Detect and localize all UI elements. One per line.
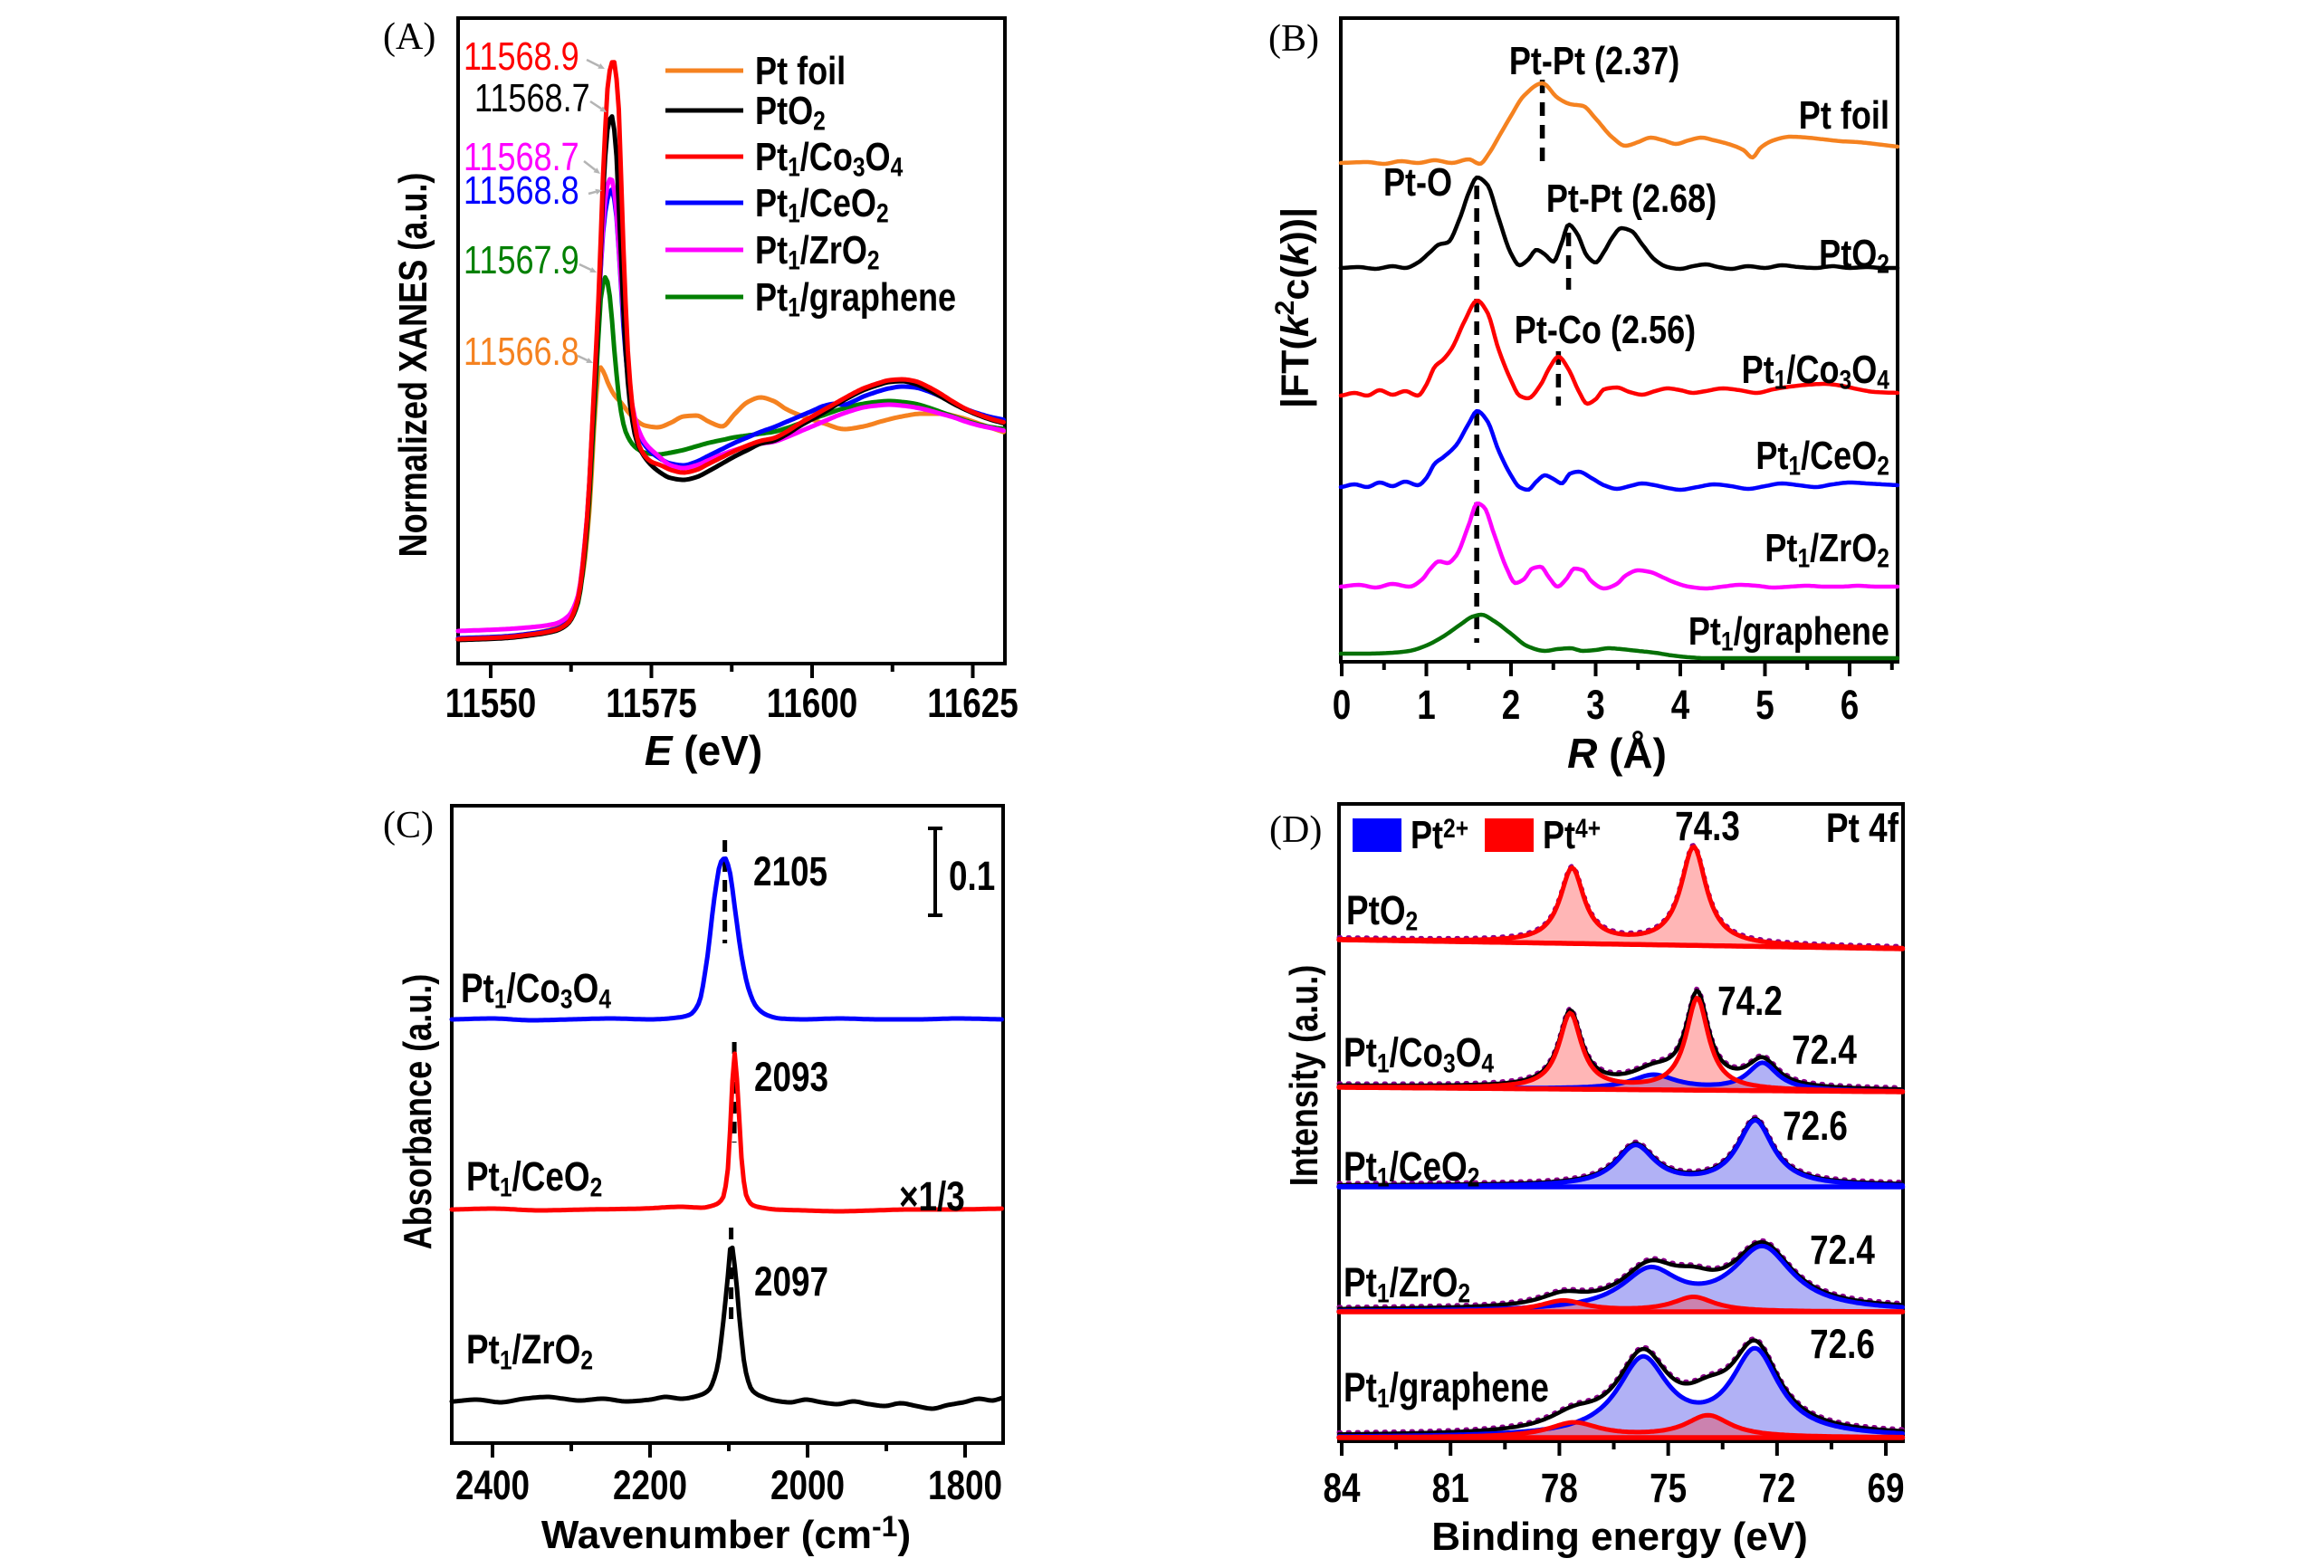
svg-text:3: 3 bbox=[1586, 683, 1605, 728]
svg-text:11550: 11550 bbox=[445, 681, 537, 726]
svg-text:84: 84 bbox=[1323, 1466, 1360, 1511]
svg-text:Pt-Pt (2.68): Pt-Pt (2.68) bbox=[1546, 177, 1717, 221]
svg-text:2000: 2000 bbox=[770, 1463, 845, 1508]
svg-text:11600: 11600 bbox=[767, 681, 858, 726]
svg-text:0.1: 0.1 bbox=[949, 854, 995, 899]
svg-text:Pt1/ZrO2: Pt1/ZrO2 bbox=[755, 228, 880, 275]
svg-text:74.2: 74.2 bbox=[1717, 979, 1783, 1024]
svg-text:6: 6 bbox=[1841, 683, 1860, 728]
svg-text:78: 78 bbox=[1541, 1466, 1578, 1511]
svg-text:4: 4 bbox=[1671, 683, 1690, 728]
svg-text:72.6: 72.6 bbox=[1810, 1322, 1875, 1367]
svg-text:11568.7: 11568.7 bbox=[464, 135, 579, 179]
svg-text:Pt1/graphene: Pt1/graphene bbox=[1688, 609, 1889, 656]
svg-text:PtO2: PtO2 bbox=[1819, 232, 1889, 279]
svg-text:Pt1/CeO2: Pt1/CeO2 bbox=[1344, 1144, 1479, 1193]
svg-text:1: 1 bbox=[1417, 683, 1436, 728]
svg-text:69: 69 bbox=[1868, 1466, 1905, 1511]
svg-text:11568.7: 11568.7 bbox=[474, 76, 590, 120]
svg-text:Pt1/graphene: Pt1/graphene bbox=[1344, 1365, 1549, 1414]
svg-text:Pt-Pt (2.37): Pt-Pt (2.37) bbox=[1509, 39, 1679, 83]
svg-text:1800: 1800 bbox=[928, 1463, 1002, 1508]
svg-text:Pt1/ZrO2: Pt1/ZrO2 bbox=[1765, 526, 1889, 573]
svg-text:81: 81 bbox=[1432, 1466, 1469, 1511]
svg-text:Pt1/CeO2: Pt1/CeO2 bbox=[466, 1154, 602, 1203]
svg-text:Pt1/ZrO2: Pt1/ZrO2 bbox=[1344, 1260, 1470, 1309]
svg-text:Pt1/CeO2: Pt1/CeO2 bbox=[755, 181, 889, 228]
svg-text:Wavenumber (cm-1): Wavenumber (cm-1) bbox=[541, 1510, 911, 1557]
svg-text:Pt foil: Pt foil bbox=[1799, 93, 1889, 138]
svg-text:Pt-O: Pt-O bbox=[1383, 160, 1452, 205]
svg-text:Pt1/Co3O4: Pt1/Co3O4 bbox=[1742, 348, 1890, 395]
svg-text:(D): (D) bbox=[1269, 809, 1322, 851]
svg-text:PtO2: PtO2 bbox=[755, 89, 826, 136]
svg-text:Pt1/CeO2: Pt1/CeO2 bbox=[1755, 434, 1889, 481]
svg-text:(A): (A) bbox=[383, 16, 435, 58]
svg-text:2200: 2200 bbox=[613, 1463, 687, 1508]
svg-text:5: 5 bbox=[1755, 683, 1774, 728]
svg-text:Pt1/Co3O4: Pt1/Co3O4 bbox=[1344, 1030, 1495, 1079]
svg-text:(B): (B) bbox=[1268, 18, 1319, 60]
svg-text:(C): (C) bbox=[383, 805, 434, 846]
svg-text:11566.8: 11566.8 bbox=[464, 330, 579, 374]
svg-text:2105: 2105 bbox=[753, 849, 827, 894]
svg-text:2400: 2400 bbox=[455, 1463, 530, 1508]
svg-text:Normalized XANES (a.u.): Normalized XANES (a.u.) bbox=[390, 173, 435, 558]
svg-text:Pt1/ZrO2: Pt1/ZrO2 bbox=[466, 1327, 593, 1376]
svg-text:72.4: 72.4 bbox=[1810, 1228, 1875, 1273]
svg-text:11567.9: 11567.9 bbox=[464, 238, 579, 282]
svg-text:2: 2 bbox=[1502, 683, 1521, 728]
svg-text:×1/3: ×1/3 bbox=[899, 1174, 965, 1219]
svg-text:72.4: 72.4 bbox=[1792, 1028, 1857, 1073]
svg-text:Pt1/graphene: Pt1/graphene bbox=[755, 275, 956, 322]
svg-text:Pt-Co (2.56): Pt-Co (2.56) bbox=[1515, 308, 1696, 352]
svg-text:E (eV): E (eV) bbox=[645, 727, 762, 774]
svg-text:Absorbance (a.u.): Absorbance (a.u.) bbox=[395, 974, 439, 1250]
svg-text:Intensity (a.u.): Intensity (a.u.) bbox=[1281, 965, 1325, 1186]
svg-text:2093: 2093 bbox=[754, 1055, 828, 1100]
svg-text:Pt foil: Pt foil bbox=[755, 49, 846, 93]
svg-text:11568.8: 11568.8 bbox=[464, 168, 579, 213]
svg-text:Binding energy (eV): Binding energy (eV) bbox=[1431, 1515, 1808, 1559]
svg-text:72: 72 bbox=[1758, 1466, 1795, 1511]
svg-text:R (Å): R (Å) bbox=[1567, 730, 1667, 777]
svg-text:Pt1/Co3O4: Pt1/Co3O4 bbox=[461, 966, 612, 1015]
svg-text:75: 75 bbox=[1650, 1466, 1687, 1511]
svg-text:74.3: 74.3 bbox=[1675, 804, 1740, 849]
svg-text:2097: 2097 bbox=[754, 1259, 828, 1305]
svg-text:11568.9: 11568.9 bbox=[464, 34, 579, 79]
svg-text:11625: 11625 bbox=[927, 681, 1019, 726]
svg-text:0: 0 bbox=[1333, 683, 1352, 728]
svg-text:Pt1/Co3O4: Pt1/Co3O4 bbox=[755, 135, 904, 182]
svg-text:72.6: 72.6 bbox=[1783, 1104, 1848, 1149]
svg-text:Pt 4f: Pt 4f bbox=[1826, 806, 1898, 851]
svg-text:11575: 11575 bbox=[606, 681, 697, 726]
